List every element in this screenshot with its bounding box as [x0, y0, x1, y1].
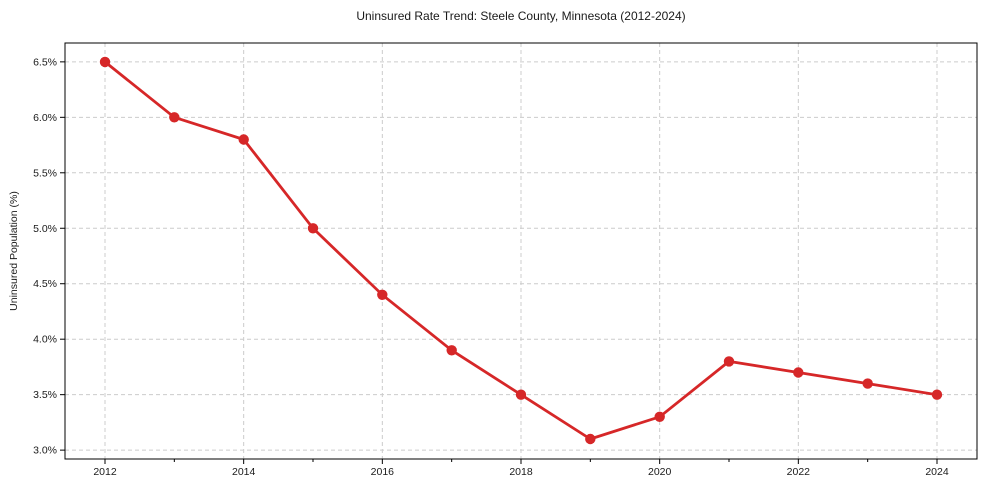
- x-tick-label: 2016: [371, 466, 395, 478]
- data-point: [585, 433, 596, 445]
- data-point: [515, 389, 527, 400]
- data-point: [654, 411, 665, 422]
- x-tick-label: 2014: [232, 466, 256, 478]
- y-tick-label: 6.0%: [33, 112, 57, 124]
- x-tick-label: 2018: [509, 466, 533, 478]
- data-point: [446, 345, 457, 356]
- x-tick-label: 2022: [787, 466, 811, 478]
- y-tick-label: 4.0%: [33, 334, 57, 346]
- x-tick-label: 2020: [648, 466, 672, 478]
- data-point: [307, 223, 319, 234]
- data-point: [169, 112, 180, 123]
- chart-title: Uninsured Rate Trend: Steele County, Min…: [356, 9, 686, 23]
- y-tick-label: 3.5%: [33, 389, 57, 401]
- plot-frame: [64, 42, 978, 460]
- data-point: [238, 134, 249, 145]
- x-tick-label: 2024: [925, 466, 949, 478]
- y-tick-label: 5.0%: [33, 223, 57, 235]
- y-tick-label: 4.5%: [33, 278, 57, 290]
- y-tick-label: 5.5%: [33, 167, 57, 179]
- data-point: [99, 56, 111, 68]
- x-tick-label: 2012: [93, 466, 117, 478]
- y-tick-label: 6.5%: [33, 56, 57, 68]
- data-point: [931, 389, 943, 400]
- data-point: [723, 356, 735, 367]
- data-point: [862, 378, 873, 389]
- data-point: [793, 367, 804, 378]
- y-tick-label: 3.0%: [33, 445, 57, 457]
- data-point: [377, 289, 388, 300]
